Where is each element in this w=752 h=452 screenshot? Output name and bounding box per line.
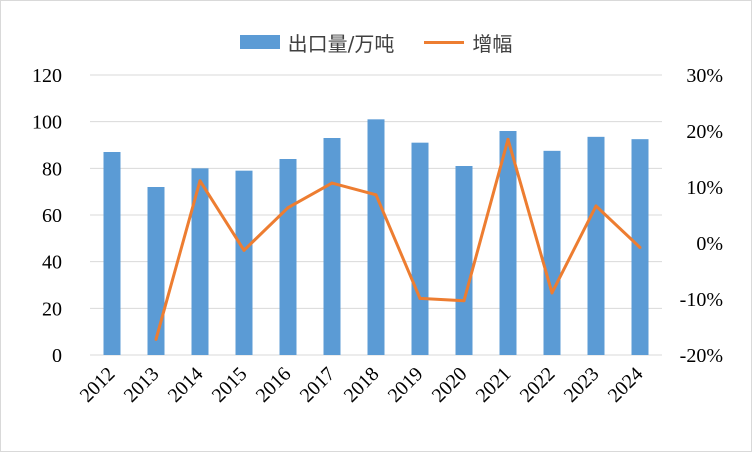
growth-point-2019 — [418, 296, 422, 300]
x-tick-label: 2015 — [208, 363, 252, 407]
growth-point-2021 — [506, 137, 510, 141]
bar-2017 — [323, 138, 341, 355]
bar-2012 — [103, 152, 121, 355]
y-left-tick-label: 100 — [32, 112, 62, 134]
x-tick-label: 2020 — [428, 363, 472, 407]
x-tick-label: 2012 — [76, 363, 120, 407]
bar-2023 — [587, 136, 605, 355]
y-left-tick-label: 0 — [52, 345, 62, 367]
bar-2022 — [543, 150, 561, 355]
bar-2016 — [279, 159, 297, 355]
x-tick-label: 2022 — [516, 363, 560, 407]
legend: 出口量/万吨 增幅 — [1, 27, 751, 57]
x-tick-label: 2017 — [296, 363, 340, 407]
growth-point-2022 — [550, 291, 554, 295]
y-left-tick-label: 20 — [42, 298, 62, 320]
growth-line — [154, 137, 642, 340]
bar-2014 — [191, 168, 209, 355]
growth-point-2023 — [594, 204, 598, 208]
growth-point-2024 — [638, 245, 642, 249]
y-left-tick-label: 60 — [42, 205, 62, 227]
legend-swatch-bar — [239, 35, 280, 49]
legend-item-export-volume: 出口量/万吨 — [239, 28, 395, 57]
y-right-tick-label: 0% — [696, 233, 723, 255]
legend-item-growth: 增幅 — [424, 28, 512, 57]
bar-2015 — [235, 170, 253, 355]
legend-label-export-volume: 出口量/万吨 — [287, 31, 395, 56]
y-right-tick-label: -10% — [680, 289, 723, 311]
y-right-tick-label: 30% — [686, 65, 723, 87]
x-tick-label: 2023 — [560, 363, 604, 407]
y-left-tick-label: 80 — [42, 158, 62, 180]
bar-2019 — [411, 142, 429, 355]
bar-2021 — [499, 131, 517, 355]
growth-point-2018 — [374, 193, 378, 197]
growth-point-2013 — [154, 337, 158, 341]
x-tick-label: 2019 — [384, 363, 428, 407]
bar-2020 — [455, 166, 473, 355]
bar-2013 — [147, 187, 165, 355]
y-right-tick-label: 20% — [686, 121, 723, 143]
y-left-tick-label: 120 — [32, 65, 62, 87]
growth-point-2014 — [198, 179, 202, 183]
growth-point-2020 — [462, 299, 466, 303]
x-tick-label: 2024 — [604, 363, 648, 407]
growth-point-2016 — [286, 206, 290, 210]
y-left-tick-label: 40 — [42, 252, 62, 274]
legend-label-growth: 增幅 — [472, 31, 513, 56]
bar-2018 — [367, 119, 385, 355]
x-tick-label: 2016 — [252, 363, 296, 407]
growth-point-2015 — [242, 248, 246, 252]
x-tick-label: 2018 — [340, 363, 384, 407]
x-tick-label: 2021 — [472, 363, 516, 407]
y-right-tick-label: 10% — [686, 177, 723, 199]
growth-point-2017 — [330, 181, 334, 185]
x-tick-label: 2014 — [164, 363, 208, 407]
y-right-tick-label: -20% — [680, 345, 723, 367]
legend-swatch-line — [424, 40, 465, 44]
x-tick-label: 2013 — [120, 363, 164, 407]
